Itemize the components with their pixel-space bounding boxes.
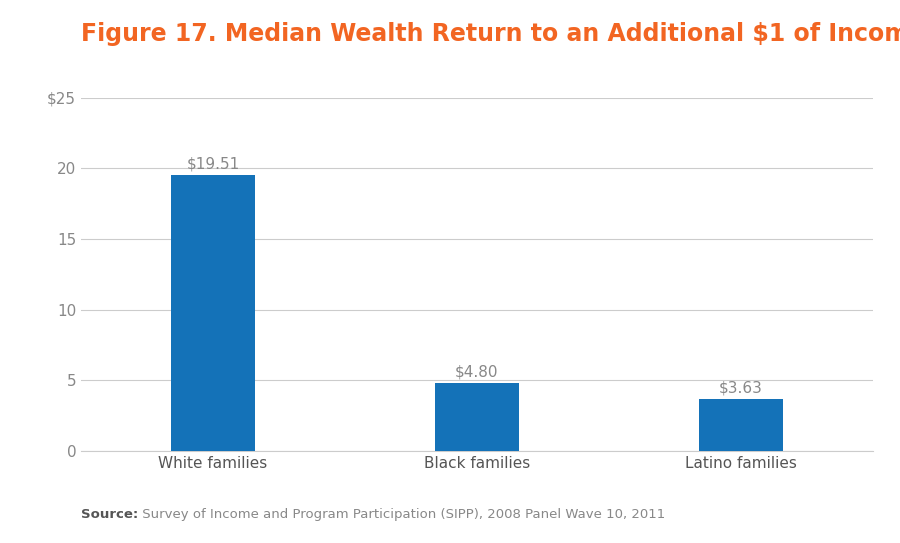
Text: $3.63: $3.63 bbox=[719, 381, 763, 396]
Text: Source:: Source: bbox=[81, 508, 139, 521]
Bar bbox=[171, 175, 256, 451]
Text: Figure 17. Median Wealth Return to an Additional $1 of Income: Figure 17. Median Wealth Return to an Ad… bbox=[81, 22, 900, 46]
Bar bbox=[435, 383, 519, 451]
Text: $19.51: $19.51 bbox=[186, 157, 239, 172]
Text: $4.80: $4.80 bbox=[455, 364, 499, 380]
Text: Survey of Income and Program Participation (SIPP), 2008 Panel Wave 10, 2011: Survey of Income and Program Participati… bbox=[139, 508, 665, 521]
Bar bbox=[698, 400, 783, 451]
